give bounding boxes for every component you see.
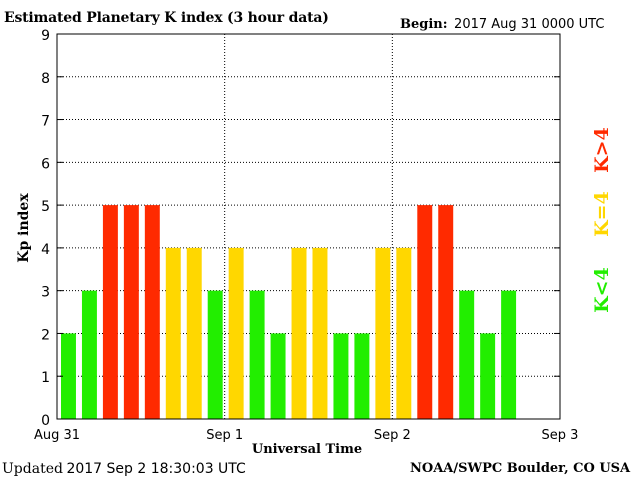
kp-bar	[249, 290, 265, 419]
grid-lines	[57, 34, 560, 419]
kp-bar	[417, 205, 433, 419]
kp-bar	[375, 247, 391, 419]
legend-label: K>4	[591, 127, 613, 173]
kp-bar	[333, 333, 349, 419]
legend: K>4 K=4 K<4	[591, 127, 613, 313]
updated-label: Updated	[2, 461, 63, 477]
legend-label: K<4	[591, 267, 613, 313]
y-tick-label: 8	[41, 71, 50, 87]
y-tick-labels: 0 1 2 3 4 5 6 7 8 9	[41, 28, 50, 429]
updated-value: 2017 Sep 2 18:30:03 UTC	[66, 461, 246, 477]
y-tick-label: 2	[41, 327, 50, 343]
kp-bar	[207, 290, 223, 419]
y-tick-label: 5	[41, 199, 50, 215]
kp-bar	[165, 247, 181, 419]
axis-ticks	[57, 33, 560, 420]
begin-value: 2017 Aug 31 0000 UTC	[454, 17, 605, 32]
kp-bar	[312, 247, 328, 419]
kp-bar	[459, 290, 475, 419]
kp-bar	[102, 205, 118, 419]
kp-bar	[81, 290, 97, 419]
kp-bar	[123, 205, 139, 419]
y-tick-label: 6	[41, 156, 50, 172]
kp-bar	[438, 205, 454, 419]
bars	[61, 205, 517, 419]
x-tick-label: Sep 1	[206, 428, 243, 443]
kp-bar	[144, 205, 160, 419]
kp-bar	[228, 247, 244, 419]
x-tick-label: Sep 3	[542, 428, 579, 443]
kp-bar	[354, 333, 370, 419]
chart-title: Estimated Planetary K index (3 hour data…	[4, 10, 329, 26]
plot-frame	[56, 33, 561, 420]
y-tick-label: 4	[41, 242, 50, 258]
kp-bar	[291, 247, 307, 419]
begin-label: Begin:	[400, 17, 448, 32]
x-tick-labels: Aug 31 Sep 1 Sep 2 Sep 3	[34, 428, 578, 443]
y-tick-label: 9	[41, 28, 50, 44]
kp-bar	[61, 333, 76, 419]
legend-label: K=4	[591, 191, 613, 237]
y-tick-label: 3	[41, 285, 50, 301]
x-tick-label: Sep 2	[374, 428, 411, 443]
x-tick-label: Aug 31	[34, 428, 80, 443]
kp-bar	[480, 333, 496, 419]
begin-time: Begin: 2017 Aug 31 0000 UTC	[400, 16, 604, 32]
kp-bar	[186, 247, 202, 419]
kp-bar	[396, 247, 412, 419]
source-credit: NOAA/SWPC Boulder, CO USA	[410, 461, 631, 476]
x-axis-label: Universal Time	[252, 442, 362, 457]
kp-bar	[270, 333, 286, 419]
kp-bar	[501, 290, 517, 419]
updated-time: Updated 2017 Sep 2 18:30:03 UTC	[2, 461, 246, 478]
y-axis-label: Kp index	[16, 193, 32, 263]
y-tick-label: 7	[41, 114, 50, 130]
y-tick-label: 0	[41, 413, 50, 429]
y-tick-label: 1	[41, 370, 50, 386]
